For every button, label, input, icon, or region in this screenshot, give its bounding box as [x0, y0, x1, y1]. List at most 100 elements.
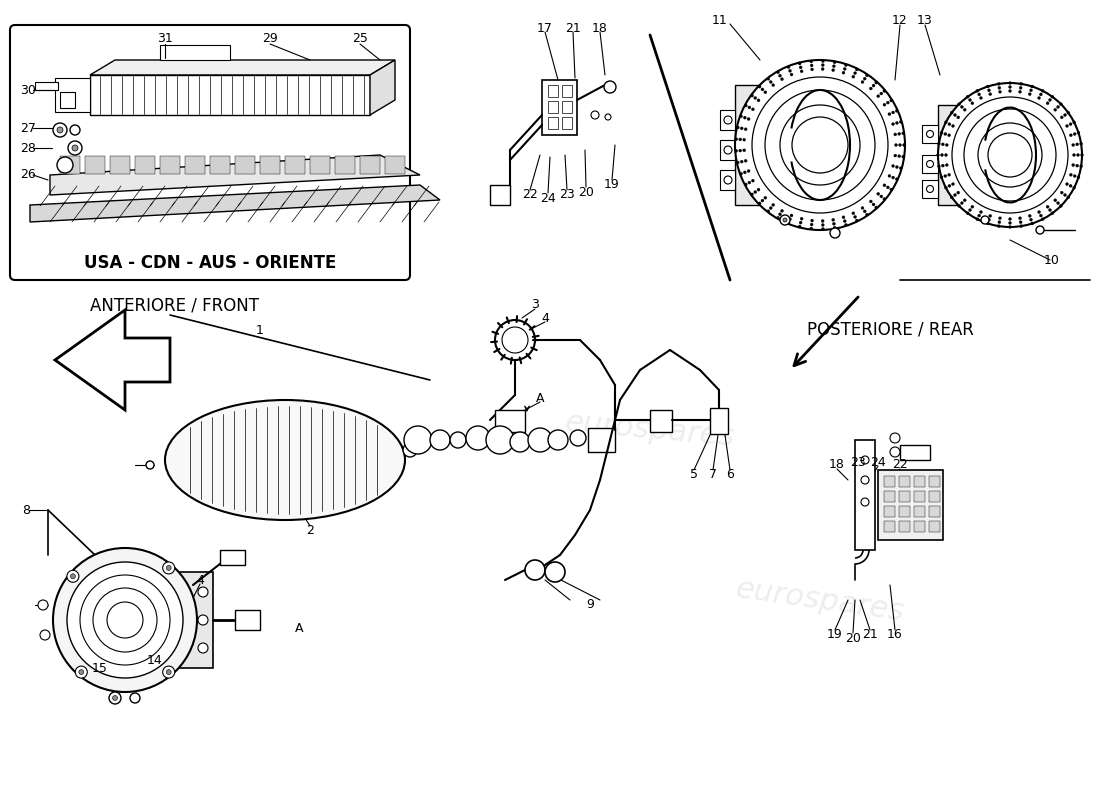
Circle shape	[833, 65, 835, 68]
Circle shape	[861, 498, 869, 506]
Polygon shape	[855, 440, 875, 550]
Circle shape	[748, 181, 751, 184]
Polygon shape	[884, 521, 895, 532]
Text: 30: 30	[20, 83, 36, 97]
Circle shape	[880, 195, 883, 198]
Polygon shape	[55, 78, 90, 112]
Circle shape	[70, 574, 76, 578]
Text: 11: 11	[712, 14, 728, 26]
FancyBboxPatch shape	[10, 25, 410, 280]
Circle shape	[833, 61, 836, 64]
Circle shape	[799, 62, 801, 65]
Circle shape	[109, 692, 121, 704]
Circle shape	[1020, 225, 1023, 228]
Text: 16: 16	[887, 629, 903, 642]
Circle shape	[890, 99, 893, 102]
Polygon shape	[490, 185, 510, 205]
Circle shape	[810, 64, 813, 67]
Circle shape	[163, 666, 175, 678]
Circle shape	[892, 111, 894, 114]
Circle shape	[1019, 90, 1022, 94]
Circle shape	[822, 63, 824, 66]
Circle shape	[57, 127, 63, 133]
Circle shape	[899, 120, 902, 123]
Circle shape	[786, 66, 790, 69]
Circle shape	[1064, 114, 1067, 117]
Circle shape	[887, 101, 889, 104]
Circle shape	[842, 71, 845, 74]
Polygon shape	[495, 410, 525, 432]
Text: 31: 31	[157, 31, 173, 45]
Circle shape	[895, 122, 899, 125]
Circle shape	[1046, 102, 1049, 105]
Text: 20: 20	[845, 631, 861, 645]
Circle shape	[799, 66, 802, 69]
Circle shape	[999, 90, 1001, 94]
Circle shape	[926, 130, 934, 138]
Circle shape	[736, 161, 739, 164]
Text: 4: 4	[541, 311, 549, 325]
Circle shape	[604, 81, 616, 93]
Circle shape	[146, 461, 154, 469]
Circle shape	[902, 143, 905, 146]
Polygon shape	[360, 156, 379, 174]
Circle shape	[486, 426, 514, 454]
Circle shape	[1019, 86, 1022, 90]
Polygon shape	[135, 156, 155, 174]
Text: 7: 7	[710, 469, 717, 482]
Circle shape	[861, 206, 864, 210]
Circle shape	[745, 183, 747, 186]
Circle shape	[978, 214, 980, 217]
Bar	[562, 101, 572, 113]
Circle shape	[1060, 116, 1064, 119]
Polygon shape	[90, 60, 395, 75]
Circle shape	[869, 87, 872, 90]
Polygon shape	[160, 156, 180, 174]
Circle shape	[851, 212, 855, 215]
Circle shape	[799, 221, 802, 224]
Circle shape	[757, 188, 760, 191]
Circle shape	[854, 71, 857, 74]
Circle shape	[528, 428, 552, 452]
Text: 24: 24	[870, 455, 886, 469]
Circle shape	[1080, 154, 1084, 157]
Circle shape	[763, 196, 767, 199]
Circle shape	[899, 166, 902, 170]
Circle shape	[53, 548, 197, 692]
Circle shape	[764, 90, 875, 200]
Circle shape	[1079, 165, 1082, 168]
Text: USA - CDN - AUS - ORIENTE: USA - CDN - AUS - ORIENTE	[84, 254, 337, 272]
Circle shape	[739, 149, 741, 152]
Circle shape	[832, 69, 835, 72]
Polygon shape	[85, 156, 104, 174]
Circle shape	[887, 186, 889, 189]
Circle shape	[938, 83, 1082, 227]
Circle shape	[833, 222, 835, 226]
Text: 18: 18	[592, 22, 608, 34]
Circle shape	[1031, 222, 1034, 225]
Circle shape	[966, 95, 969, 98]
Text: 15: 15	[92, 662, 108, 674]
Circle shape	[510, 432, 530, 452]
Circle shape	[107, 602, 143, 638]
Polygon shape	[914, 521, 925, 532]
Circle shape	[988, 218, 990, 221]
Circle shape	[745, 159, 747, 162]
Circle shape	[544, 562, 565, 582]
Text: 18: 18	[829, 458, 845, 471]
Circle shape	[1009, 90, 1012, 93]
Circle shape	[1009, 82, 1012, 85]
Polygon shape	[735, 85, 776, 205]
Circle shape	[987, 85, 989, 88]
Circle shape	[769, 206, 772, 210]
Circle shape	[39, 600, 48, 610]
Polygon shape	[884, 491, 895, 502]
Circle shape	[874, 206, 878, 209]
Circle shape	[781, 78, 783, 81]
Circle shape	[1077, 131, 1080, 134]
Text: 6: 6	[726, 469, 734, 482]
Circle shape	[450, 432, 466, 448]
Circle shape	[1059, 205, 1063, 207]
Circle shape	[894, 154, 896, 157]
Circle shape	[163, 562, 175, 574]
